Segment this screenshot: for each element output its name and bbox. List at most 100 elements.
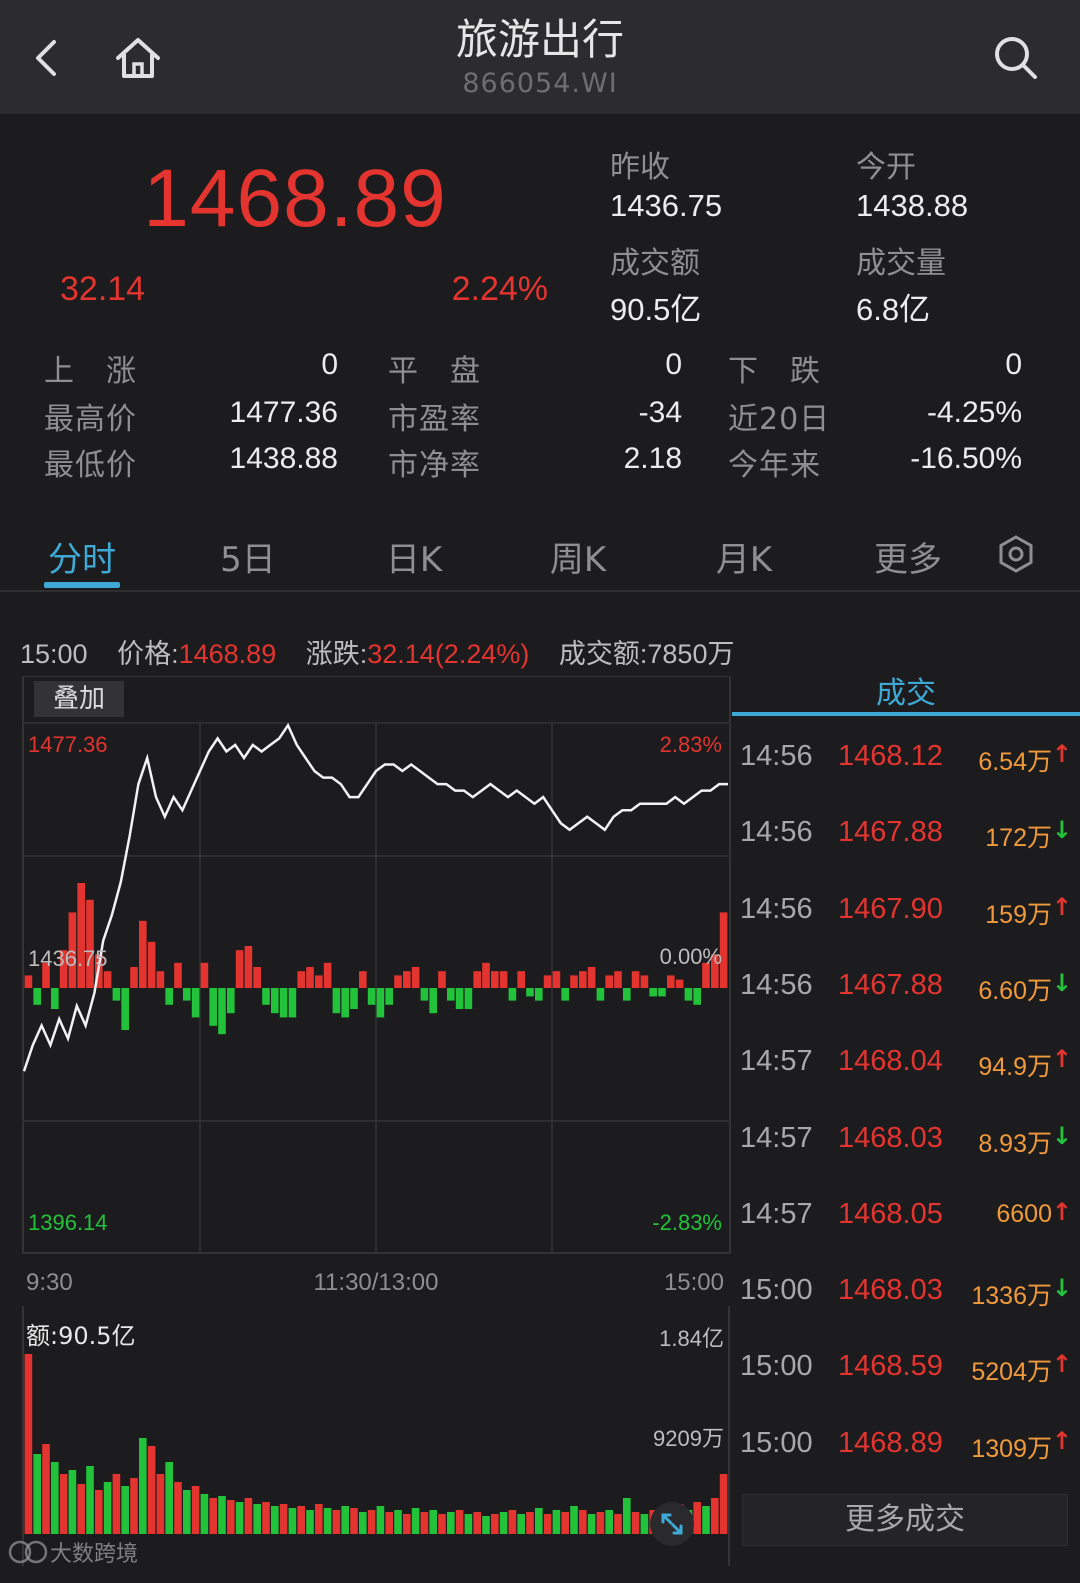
volume-bar <box>438 1514 446 1534</box>
volume-bar <box>640 1514 649 1534</box>
diff-bar <box>103 971 112 988</box>
diff-bar <box>77 883 85 988</box>
diff-bar <box>42 962 50 988</box>
volume-bar <box>271 1506 279 1534</box>
expand-icon[interactable] <box>650 1502 694 1546</box>
more-trades-button[interactable]: 更多成交 <box>742 1494 1068 1546</box>
trade-volume: 6600 <box>996 1199 1052 1228</box>
diff-bar <box>350 988 358 1009</box>
trade-volume: 5204万 <box>971 1358 1052 1387</box>
turnover-value: 90.5亿 <box>610 292 702 327</box>
trade-price: 1468.04 <box>838 1045 943 1078</box>
diff-bar <box>288 988 297 1018</box>
volume-bar <box>526 1512 534 1534</box>
volume-bar <box>95 1490 103 1534</box>
trade-row: 15:00 1468.03 1336万 ↓ <box>732 1274 1080 1350</box>
volume-bar <box>112 1474 121 1534</box>
diff-bar <box>420 988 429 1001</box>
volume-bar <box>719 1474 728 1534</box>
tab-5day[interactable]: 5日 <box>220 540 276 580</box>
tab-monthly-k[interactable]: 月K <box>715 540 773 580</box>
volume-bar <box>86 1466 94 1534</box>
intraday-chart[interactable]: 1477.36 1436.75 1396.14 2.83% 0.00% -2.8… <box>22 675 732 1566</box>
diff-bars <box>24 883 728 1035</box>
diff-bar <box>147 941 156 988</box>
tab-daily-k[interactable]: 日K <box>385 540 443 580</box>
trade-time: 15:00 <box>740 1426 813 1459</box>
info-chg: 32.14(2.24%) <box>367 639 530 669</box>
prev-close-value: 1436.75 <box>610 188 723 223</box>
volume-bar <box>394 1510 402 1534</box>
trades-panel: 成交 14:56 1468.12 6.54万 ↑ 14:56 1467.88 172万 ↓ 14… <box>732 668 1080 1583</box>
trade-row: 15:00 1468.89 1309万 ↑ <box>732 1427 1080 1503</box>
volume-bar <box>262 1502 270 1534</box>
trade-time: 14:57 <box>740 1197 813 1230</box>
volume-bar <box>543 1514 552 1534</box>
trade-row: 15:00 1468.59 5204万 ↑ <box>732 1350 1080 1426</box>
trade-row: 14:56 1467.88 6.60万 ↓ <box>732 969 1080 1045</box>
volume-bar <box>200 1494 209 1534</box>
tab-intraday[interactable]: 分时 <box>48 540 116 580</box>
diff-bar <box>587 967 596 988</box>
volume-bar <box>605 1510 613 1534</box>
home-icon[interactable] <box>112 34 164 82</box>
diff-bar <box>596 988 605 1001</box>
volume-bar <box>139 1438 147 1534</box>
info-amt: 7850万 <box>647 639 735 669</box>
trade-volume: 1309万 <box>971 1434 1052 1463</box>
diff-bar <box>200 962 209 988</box>
overlay-button[interactable]: 叠加 <box>34 681 124 717</box>
diff-bar <box>341 988 349 1018</box>
volume-bar <box>24 1354 33 1534</box>
trade-volume: 94.9万 <box>978 1053 1052 1082</box>
volume-bar <box>209 1498 217 1534</box>
volume-bar <box>183 1490 191 1534</box>
trades-header[interactable]: 成交 <box>876 676 936 711</box>
diff-bar <box>253 967 261 988</box>
stat-value-20d: -4.25% <box>926 396 1022 429</box>
stat-label-flat: 平 盘 <box>388 354 481 389</box>
change-pct: 2.24% <box>451 270 548 308</box>
volume-bar <box>693 1502 701 1534</box>
diff-bar <box>183 988 191 1001</box>
diff-bar <box>297 971 305 988</box>
diff-bar <box>165 988 173 1005</box>
diff-bar <box>227 988 235 1014</box>
trade-volume: 8.93万 <box>978 1129 1052 1158</box>
trade-row: 14:57 1468.04 94.9万 ↑ <box>732 1045 1080 1121</box>
volume-bar <box>323 1508 332 1534</box>
volume-bar <box>508 1510 517 1534</box>
trade-time: 14:57 <box>740 1045 813 1078</box>
trades-header-underline <box>732 712 1080 716</box>
trade-volume: 6.54万 <box>978 748 1052 776</box>
diff-bar <box>235 950 244 988</box>
page-title: 旅游出行 <box>455 15 624 64</box>
tab-more[interactable]: 更多 <box>874 540 942 580</box>
tab-weekly-k[interactable]: 周K <box>549 540 607 580</box>
y-left-tick-high: 1477.36 <box>28 732 108 757</box>
diff-bar <box>121 988 129 1030</box>
back-arrow-icon[interactable] <box>28 36 68 80</box>
volume-bar <box>33 1454 41 1534</box>
settings-hexagon-icon[interactable] <box>996 534 1036 574</box>
last-price: 1468.89 <box>143 153 447 244</box>
diff-bar <box>658 988 666 997</box>
watermark-logo <box>8 1540 48 1564</box>
stat-label-ytd: 今年来 <box>728 448 821 483</box>
volume-bar <box>411 1508 420 1534</box>
intraday-chart-area[interactable]: 1477.36 1436.75 1396.14 2.83% 0.00% -2.8… <box>22 675 732 1566</box>
volume-bar <box>420 1512 429 1534</box>
volume-bar <box>244 1498 253 1534</box>
diff-bar <box>543 975 552 988</box>
stat-label-up: 上 涨 <box>44 354 137 389</box>
info-price-label: 价格: <box>117 639 179 669</box>
arrow-up-icon: ↑ <box>1051 1197 1072 1226</box>
trade-price: 1467.90 <box>838 892 943 925</box>
volume-bar <box>103 1482 112 1534</box>
y-left-tick-low: 1396.14 <box>28 1210 108 1235</box>
volume-bar <box>279 1504 288 1534</box>
diff-bar <box>332 988 341 1014</box>
arrow-down-icon: ↓ <box>1051 816 1072 845</box>
diff-bar <box>403 971 411 988</box>
search-icon[interactable] <box>992 34 1040 82</box>
